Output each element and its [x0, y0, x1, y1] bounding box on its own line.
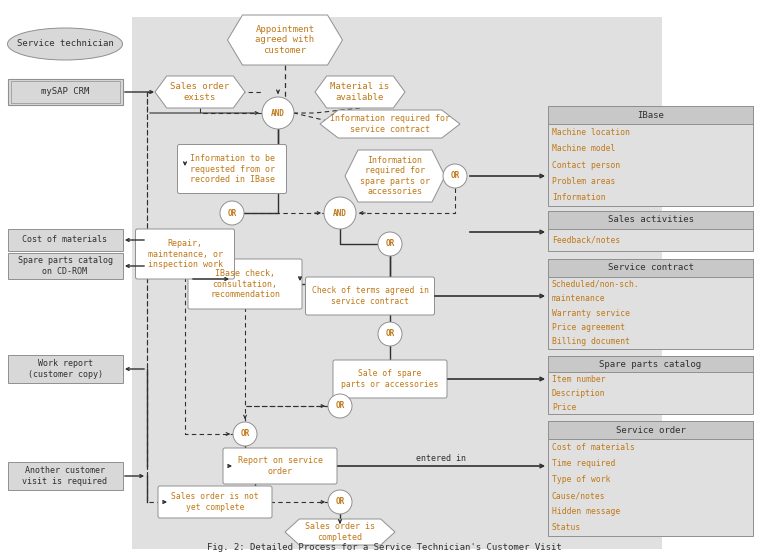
Circle shape — [378, 232, 402, 256]
FancyBboxPatch shape — [548, 106, 753, 206]
Text: Description: Description — [552, 388, 606, 398]
Text: Sales activities: Sales activities — [607, 216, 694, 224]
Text: OR: OR — [227, 208, 237, 218]
Text: Spare parts catalog: Spare parts catalog — [600, 360, 701, 368]
Text: OR: OR — [336, 497, 345, 506]
Text: IBase check,
consultation,
recommendation: IBase check, consultation, recommendatio… — [210, 269, 280, 299]
Text: Information
required for
spare parts or
accessories: Information required for spare parts or … — [360, 156, 430, 196]
Text: Item number: Item number — [552, 375, 606, 384]
Text: mySAP CRM: mySAP CRM — [41, 88, 89, 96]
FancyBboxPatch shape — [158, 486, 272, 518]
Circle shape — [220, 201, 244, 225]
Circle shape — [328, 490, 352, 514]
Text: Information: Information — [552, 193, 606, 202]
FancyBboxPatch shape — [548, 421, 753, 439]
Text: Sale of spare
parts or accessories: Sale of spare parts or accessories — [341, 370, 439, 389]
Text: Work report
(customer copy): Work report (customer copy) — [28, 360, 102, 379]
Text: Price agreement: Price agreement — [552, 323, 625, 332]
Text: IBase: IBase — [637, 110, 664, 120]
FancyBboxPatch shape — [548, 421, 753, 536]
Polygon shape — [320, 110, 460, 138]
Polygon shape — [155, 76, 245, 108]
Polygon shape — [315, 76, 405, 108]
FancyBboxPatch shape — [8, 253, 123, 279]
Text: Check of terms agreed in
service contract: Check of terms agreed in service contrac… — [312, 286, 429, 306]
FancyBboxPatch shape — [188, 259, 302, 309]
Text: Cost of materials: Cost of materials — [552, 443, 635, 452]
FancyBboxPatch shape — [548, 259, 753, 277]
FancyBboxPatch shape — [135, 229, 234, 279]
Text: maintenance: maintenance — [552, 294, 606, 303]
Text: Material is
available: Material is available — [330, 83, 389, 102]
Text: Spare parts catalog
on CD-ROM: Spare parts catalog on CD-ROM — [18, 257, 112, 276]
Text: Information required for
service contract: Information required for service contrac… — [330, 114, 450, 134]
Text: Hidden message: Hidden message — [552, 507, 621, 516]
Text: Time required: Time required — [552, 459, 615, 468]
Circle shape — [233, 422, 257, 446]
Text: Problem areas: Problem areas — [552, 177, 615, 186]
Text: Information to be
requested from or
recorded in IBase: Information to be requested from or reco… — [190, 154, 274, 184]
Text: Feedback/notes: Feedback/notes — [552, 235, 621, 244]
Circle shape — [443, 164, 467, 188]
Text: Contact person: Contact person — [552, 161, 621, 170]
Text: Cause/notes: Cause/notes — [552, 491, 606, 500]
Text: Cost of materials: Cost of materials — [22, 235, 108, 244]
Text: AND: AND — [271, 109, 285, 117]
Text: Status: Status — [552, 524, 581, 532]
Text: OR: OR — [336, 402, 345, 411]
Text: Machine location: Machine location — [552, 128, 630, 137]
Text: AND: AND — [333, 208, 347, 218]
Text: Service order: Service order — [616, 425, 685, 435]
Text: Sales order is not
yet complete: Sales order is not yet complete — [171, 493, 259, 512]
Ellipse shape — [8, 28, 123, 60]
FancyBboxPatch shape — [132, 17, 662, 549]
FancyBboxPatch shape — [548, 356, 753, 372]
Text: Type of work: Type of work — [552, 475, 611, 484]
Circle shape — [262, 97, 294, 129]
Text: Fig. 2: Detailed Process for a Service Technician's Customer Visit: Fig. 2: Detailed Process for a Service T… — [207, 543, 561, 552]
Text: Billing document: Billing document — [552, 337, 630, 346]
FancyBboxPatch shape — [548, 211, 753, 251]
FancyBboxPatch shape — [548, 106, 753, 124]
FancyBboxPatch shape — [548, 259, 753, 349]
FancyBboxPatch shape — [306, 277, 435, 315]
Circle shape — [378, 322, 402, 346]
Polygon shape — [345, 150, 445, 202]
Circle shape — [324, 197, 356, 229]
FancyBboxPatch shape — [8, 229, 123, 251]
Text: Another customer
visit is required: Another customer visit is required — [22, 466, 108, 486]
Text: Report on service
order: Report on service order — [237, 456, 323, 476]
Text: OR: OR — [386, 330, 395, 338]
Text: Machine model: Machine model — [552, 144, 615, 153]
FancyBboxPatch shape — [177, 145, 286, 193]
Text: OR: OR — [240, 429, 250, 439]
Text: Service technician: Service technician — [17, 39, 114, 49]
FancyBboxPatch shape — [223, 448, 337, 484]
Text: Appointment
agreed with
customer: Appointment agreed with customer — [256, 25, 315, 55]
Text: Service contract: Service contract — [607, 264, 694, 273]
Text: Price: Price — [552, 403, 576, 412]
Text: Sales order
exists: Sales order exists — [170, 83, 230, 102]
Text: Warranty service: Warranty service — [552, 309, 630, 317]
Polygon shape — [227, 15, 343, 65]
FancyBboxPatch shape — [8, 462, 123, 490]
Text: Scheduled/non-sch.: Scheduled/non-sch. — [552, 280, 640, 289]
FancyBboxPatch shape — [548, 356, 753, 414]
Text: entered in: entered in — [416, 454, 466, 463]
FancyBboxPatch shape — [333, 360, 447, 398]
Text: OR: OR — [450, 172, 459, 181]
Polygon shape — [285, 519, 395, 545]
FancyBboxPatch shape — [548, 211, 753, 229]
FancyBboxPatch shape — [8, 79, 123, 105]
FancyBboxPatch shape — [8, 355, 123, 383]
Text: Repair,
maintenance, or
inspection work: Repair, maintenance, or inspection work — [147, 239, 223, 269]
Circle shape — [328, 394, 352, 418]
Text: Sales order is
completed: Sales order is completed — [305, 522, 375, 542]
Text: OR: OR — [386, 239, 395, 249]
